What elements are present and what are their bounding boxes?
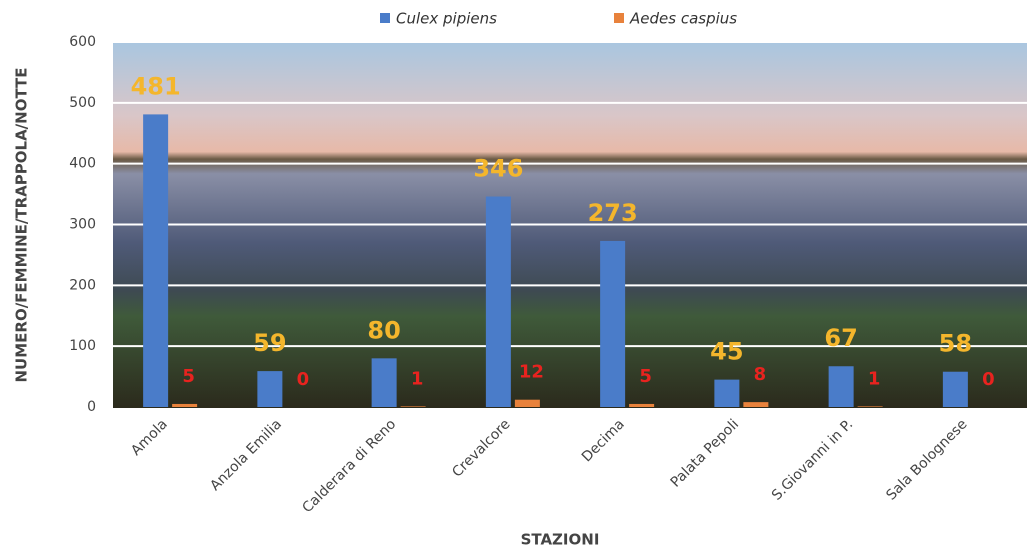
x-axis-title: STAZIONI (521, 531, 600, 549)
data-label: 346 (473, 155, 523, 183)
legend-label: Culex pipiens (396, 10, 497, 28)
bar (714, 379, 740, 407)
x-tick-label: Decima (579, 416, 628, 465)
bar (172, 403, 198, 407)
x-tick-label: Anzola Emilia (207, 416, 285, 494)
bar (485, 196, 511, 407)
data-label: 67 (824, 324, 857, 352)
data-label: 0 (297, 369, 310, 390)
bar (828, 366, 854, 407)
x-tick-label: Amola (128, 416, 171, 459)
bar (143, 114, 169, 408)
bar (743, 402, 769, 407)
legend-swatch (614, 13, 624, 23)
data-label: 80 (367, 316, 400, 344)
y-tick-label: 600 (69, 34, 96, 50)
x-tick-label: Crevalcore (449, 416, 513, 480)
legend-swatch (380, 13, 390, 23)
y-axis-title: NUMERO/FEMMINE/TRAPPOLA/NOTTE (13, 67, 31, 382)
bar (600, 240, 626, 407)
y-tick-label: 100 (69, 338, 96, 354)
data-label: 8 (754, 364, 767, 385)
x-tick-label: Sala Bolognese (883, 416, 970, 503)
data-label: 481 (131, 72, 181, 100)
x-tick-label: Palata Pepoli (668, 416, 742, 490)
bar (629, 403, 655, 407)
bar (942, 371, 968, 407)
data-label: 1 (411, 368, 424, 389)
bar (400, 406, 426, 407)
y-tick-label: 0 (87, 399, 96, 415)
x-tick-label: S.Giovanni in P. (769, 416, 856, 503)
bar (514, 399, 540, 407)
legend: Culex pipiens Aedes caspius (380, 10, 737, 28)
data-label: 58 (939, 330, 972, 358)
data-label: 45 (710, 338, 743, 366)
data-label: 59 (253, 329, 286, 357)
data-label: 5 (639, 366, 652, 387)
data-label: 12 (519, 362, 544, 383)
y-tick-label: 200 (69, 277, 96, 293)
y-tick-label: 300 (69, 217, 96, 233)
data-label: 273 (588, 199, 638, 227)
bar (371, 358, 397, 407)
x-tick-label: Calderara di Reno (299, 416, 399, 516)
y-tick-label: 500 (69, 95, 96, 111)
data-label: 1 (868, 368, 881, 389)
legend-label: Aedes caspius (629, 10, 737, 28)
data-label: 5 (182, 366, 195, 387)
bar (857, 406, 883, 407)
bar (257, 371, 283, 407)
data-label: 0 (982, 369, 995, 390)
y-tick-label: 400 (69, 156, 96, 172)
